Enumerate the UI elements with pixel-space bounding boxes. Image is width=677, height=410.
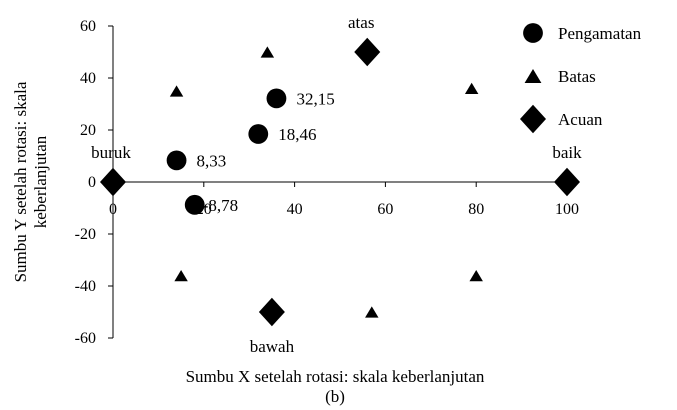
legend: Pengamatan Batas Acuan: [520, 23, 642, 134]
x-tick-label: 40: [287, 201, 303, 218]
batas-marker: [469, 270, 483, 282]
y-axis-title-line: keberlanjutan: [31, 135, 50, 228]
legend-acuan-marker: [520, 104, 546, 134]
x-tick-label: 80: [468, 201, 484, 218]
legend-label: Pengamatan: [558, 24, 642, 43]
data-label: baik: [552, 143, 582, 162]
pengamatan-marker: [266, 88, 287, 109]
chart-marks: [100, 37, 580, 327]
batas-marker: [260, 46, 275, 58]
x-axis-title: Sumbu X setelah rotasi: skala keberlanju…: [186, 367, 485, 386]
data-label: buruk: [91, 143, 131, 162]
axis-titles: Sumbu X setelah rotasi: skala keberlanju…: [11, 81, 485, 406]
data-label: bawah: [250, 337, 295, 356]
acuan-marker: [258, 297, 285, 327]
legend-pengamatan-marker: [523, 23, 543, 43]
batas-marker: [365, 306, 379, 318]
figure-caption: (b): [325, 387, 345, 406]
data-label: 18,46: [278, 125, 316, 144]
pengamatan-marker: [166, 150, 187, 171]
x-tick-label: 100: [555, 201, 579, 218]
batas-marker: [464, 82, 479, 94]
y-tick-label: 60: [80, 18, 96, 35]
y-tick-label: -40: [75, 278, 96, 295]
axes: [108, 25, 568, 339]
acuan-marker: [354, 37, 381, 67]
y-tick-label: 40: [80, 70, 96, 87]
batas-marker: [169, 85, 184, 97]
data-label: 8,33: [197, 151, 227, 170]
data-label: 32,15: [296, 89, 334, 108]
data-label: atas: [348, 13, 374, 32]
y-axis-title-line: Sumbu Y setelah rotasi: skala: [11, 81, 30, 282]
legend-label: Batas: [558, 67, 596, 86]
pengamatan-marker: [184, 194, 205, 215]
x-tick-label: 60: [377, 201, 393, 218]
y-tick-label: -60: [75, 330, 96, 347]
batas-marker: [174, 270, 188, 282]
legend-label: Acuan: [558, 110, 603, 129]
legend-batas-marker: [524, 69, 542, 83]
y-tick-label: -20: [75, 226, 96, 243]
y-axis-title: Sumbu Y setelah rotasi: skala keberlanjut…: [11, 81, 50, 282]
y-tick-label: 20: [80, 122, 96, 139]
pengamatan-marker: [248, 124, 269, 144]
x-tick-label: 0: [109, 201, 117, 218]
data-label: -8,78: [203, 196, 238, 215]
acuan-marker: [100, 167, 126, 197]
acuan-marker: [554, 167, 580, 197]
y-tick-label: 0: [88, 174, 96, 191]
data-labels: 8,33 -8,78 18,46 32,15 buruk baik atas bawah: [91, 13, 582, 356]
